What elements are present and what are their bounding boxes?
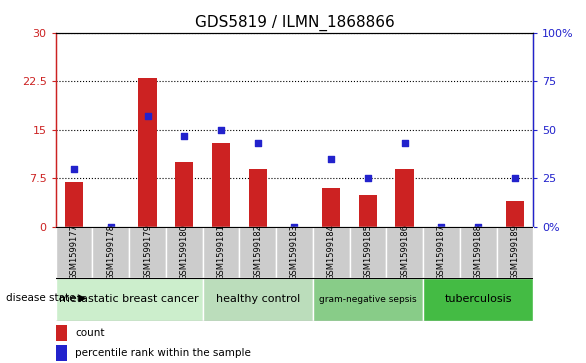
Point — [473, 224, 483, 230]
Text: GSM1599183: GSM1599183 — [290, 224, 299, 280]
Bar — [350, 227, 386, 278]
Text: GSM1599178: GSM1599178 — [106, 224, 115, 280]
Text: GSM1599184: GSM1599184 — [327, 224, 336, 280]
Text: tuberculosis: tuberculosis — [444, 294, 512, 305]
Bar — [56, 227, 93, 278]
Text: gram-negative sepsis: gram-negative sepsis — [319, 295, 417, 304]
Text: GSM1599182: GSM1599182 — [253, 224, 262, 280]
Bar — [65, 182, 83, 227]
Bar — [248, 168, 267, 227]
Point — [510, 175, 520, 181]
Text: GSM1599181: GSM1599181 — [216, 224, 226, 280]
Point — [363, 175, 373, 181]
Point — [106, 224, 115, 230]
Text: GSM1599187: GSM1599187 — [437, 224, 446, 280]
Text: GSM1599177: GSM1599177 — [70, 224, 79, 280]
Text: count: count — [75, 329, 104, 338]
Text: metastatic breast cancer: metastatic breast cancer — [59, 294, 199, 305]
Text: disease state ▶: disease state ▶ — [6, 293, 87, 303]
Bar — [56, 325, 67, 341]
Text: GSM1599189: GSM1599189 — [510, 224, 519, 280]
Text: GSM1599186: GSM1599186 — [400, 224, 409, 280]
Point — [290, 224, 299, 230]
Bar — [423, 227, 460, 278]
Text: GSM1599180: GSM1599180 — [180, 224, 189, 280]
Point — [326, 156, 336, 162]
Bar — [56, 278, 203, 321]
Point — [253, 140, 263, 146]
Bar — [460, 227, 496, 278]
Bar — [166, 227, 203, 278]
Bar — [423, 278, 533, 321]
Point — [437, 224, 446, 230]
Bar — [506, 201, 524, 227]
Text: healthy control: healthy control — [216, 294, 300, 305]
Text: percentile rank within the sample: percentile rank within the sample — [75, 348, 251, 358]
Bar — [359, 195, 377, 227]
Bar — [138, 78, 156, 227]
Title: GDS5819 / ILMN_1868866: GDS5819 / ILMN_1868866 — [195, 15, 394, 31]
Bar — [56, 345, 67, 361]
Bar — [322, 188, 340, 227]
Bar — [496, 227, 533, 278]
Bar — [212, 143, 230, 227]
Bar — [313, 278, 423, 321]
Bar — [175, 162, 193, 227]
Point — [400, 140, 410, 146]
Point — [69, 166, 79, 171]
Bar — [239, 227, 276, 278]
Bar — [203, 278, 313, 321]
Point — [143, 113, 152, 119]
Bar — [313, 227, 350, 278]
Point — [216, 127, 226, 133]
Bar — [129, 227, 166, 278]
Bar — [93, 227, 129, 278]
Text: GSM1599185: GSM1599185 — [363, 224, 373, 280]
Text: GSM1599179: GSM1599179 — [143, 224, 152, 280]
Bar — [203, 227, 239, 278]
Bar — [276, 227, 313, 278]
Point — [179, 133, 189, 139]
Bar — [386, 227, 423, 278]
Bar — [396, 168, 414, 227]
Text: GSM1599188: GSM1599188 — [473, 224, 483, 280]
